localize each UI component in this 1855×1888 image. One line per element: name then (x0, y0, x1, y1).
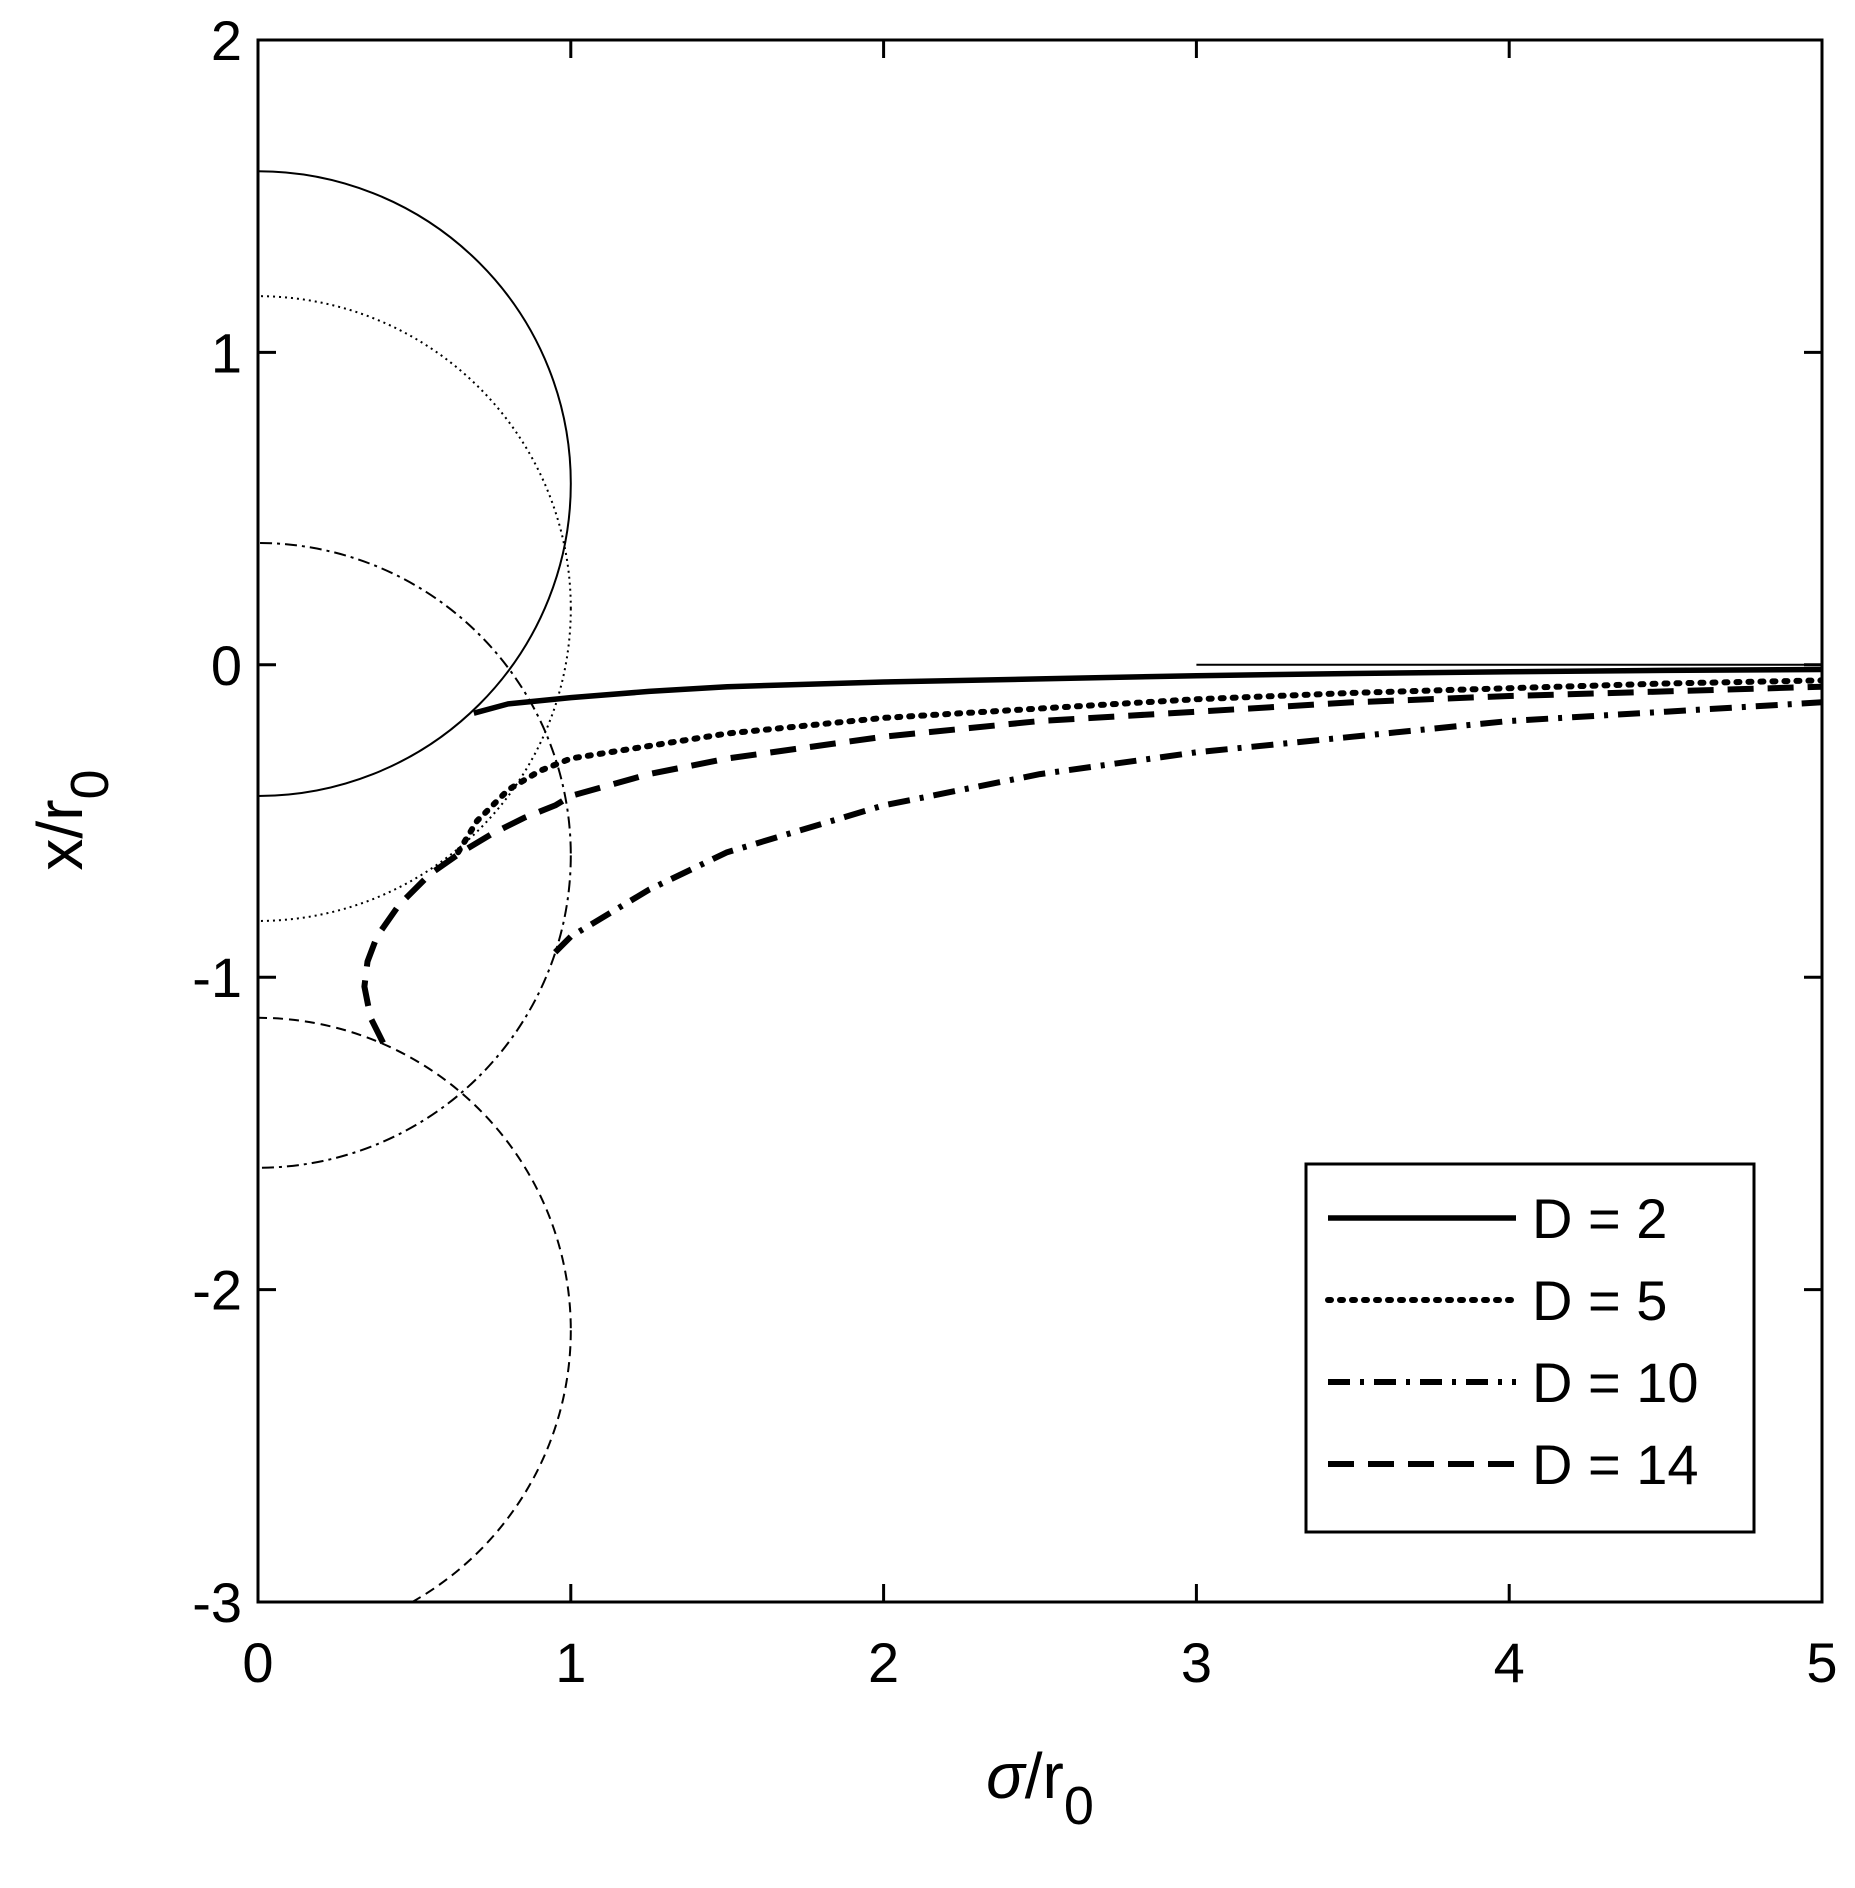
series-line-D14 (361, 683, 1822, 1045)
y-tick-label: -2 (192, 1259, 242, 1322)
x-tick-label: 1 (555, 1631, 586, 1694)
y-tick-label: 0 (211, 634, 242, 697)
x-tick-label: 4 (1494, 1631, 1525, 1694)
x-axis-label-subscript: 0 (1064, 1776, 1094, 1836)
y-axis-label-text: x/r (24, 799, 96, 870)
x-tick-label: 5 (1806, 1631, 1837, 1694)
x-axis-label-rest: /r (1025, 1740, 1064, 1812)
legend: D = 2 D = 5 D = 10 D = 14 (1304, 1162, 1756, 1534)
y-tick-label: 1 (211, 321, 242, 384)
x-tick-label: 0 (242, 1631, 273, 1694)
series-line-D2 (473, 666, 1822, 716)
series-lines (361, 666, 1822, 1045)
legend-label: D = 10 (1532, 1351, 1699, 1414)
x-axis-label-symbol: σ (986, 1740, 1027, 1812)
legend-label: D = 2 (1532, 1187, 1667, 1250)
y-axis-label-subscript: 0 (60, 769, 120, 799)
legend-entries: D = 2 D = 5 D = 10 D = 14 (1325, 1187, 1699, 1496)
circle-D5 (258, 295, 572, 922)
axis-ticks: 0 1 2 3 4 5 -3 -2 -1 0 1 2 (192, 9, 1837, 1694)
plot-frame (256, 38, 1824, 1604)
legend-label: D = 5 (1532, 1269, 1667, 1332)
legend-label: D = 14 (1532, 1433, 1699, 1496)
y-tick-label: -1 (192, 946, 242, 1009)
circle-D10 (258, 542, 572, 1169)
reference-circles (258, 170, 1822, 1602)
y-axis-label: x/r0 (24, 769, 120, 870)
x-tick-label: 2 (868, 1631, 899, 1694)
x-axis-label: σ/r0 (986, 1740, 1094, 1836)
x-tick-label: 3 (1181, 1631, 1212, 1694)
legend-box (1304, 1162, 1756, 1534)
y-tick-label: -3 (192, 1571, 242, 1634)
series-line-D5 (455, 677, 1822, 856)
y-tick-label: 2 (211, 9, 242, 72)
circle-D2 (258, 170, 572, 797)
series-line-D10 (553, 699, 1822, 955)
circle-D14 (258, 1016, 572, 1602)
